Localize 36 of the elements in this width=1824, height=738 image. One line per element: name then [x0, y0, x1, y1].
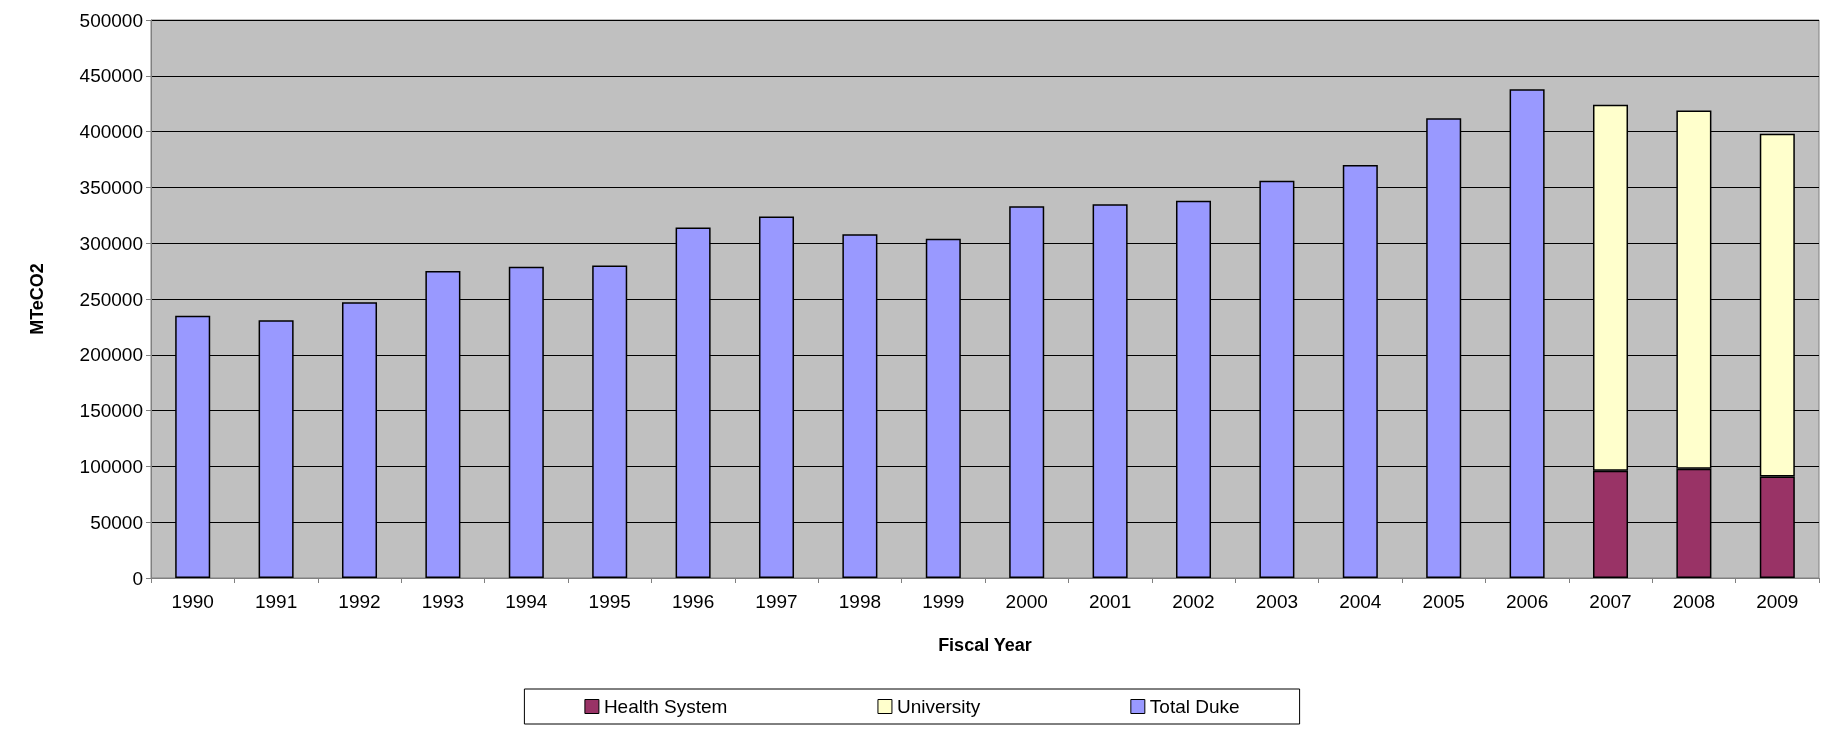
y-tick-label: 0: [132, 567, 143, 589]
x-tick-label: 1994: [505, 591, 548, 612]
x-tick-label: 2006: [1505, 591, 1549, 612]
legend-label: Total Duke: [1149, 696, 1240, 717]
x-tick-label: 2001: [1088, 591, 1132, 612]
y-tick-label: 250000: [79, 288, 143, 310]
x-tick-label: 2007: [1589, 591, 1632, 612]
y-tick-label: 300000: [79, 232, 143, 254]
y-tick-label: 450000: [79, 65, 143, 87]
legend-label: University: [896, 696, 981, 717]
x-tick-label: 1996: [671, 591, 715, 612]
x-tick-label: 2009: [1756, 591, 1799, 612]
x-tick-label: 2002: [1172, 591, 1215, 612]
y-tick-label: 100000: [79, 455, 143, 477]
x-tick-label: 1997: [755, 591, 798, 612]
x-tick-label: 2000: [1005, 591, 1048, 612]
y-tick-label: 200000: [79, 344, 143, 366]
x-tick-label: 1995: [588, 591, 631, 612]
legend-label: Health System: [603, 696, 728, 717]
y-axis-title: MTeCO2: [27, 263, 47, 335]
x-tick-label: 2003: [1255, 591, 1299, 612]
y-tick-label: 50000: [90, 511, 143, 533]
x-tick-label: 1991: [254, 591, 298, 612]
x-axis-title: Fiscal Year: [938, 635, 1032, 655]
x-tick-label: 2004: [1339, 591, 1382, 612]
x-tick-label: 1990: [171, 591, 214, 612]
y-tick-label: 500000: [79, 9, 143, 31]
x-tick-label: 2005: [1422, 591, 1465, 612]
y-tick-label: 150000: [79, 400, 143, 422]
x-tick-label: 1993: [421, 591, 465, 612]
x-tick-label: 1992: [338, 591, 381, 612]
y-tick-label: 400000: [79, 121, 143, 143]
x-tick-label: 2008: [1672, 591, 1716, 612]
y-tick-label: 350000: [79, 176, 143, 198]
x-tick-label: 1999: [922, 591, 965, 612]
x-tick-label: 1998: [838, 591, 882, 612]
